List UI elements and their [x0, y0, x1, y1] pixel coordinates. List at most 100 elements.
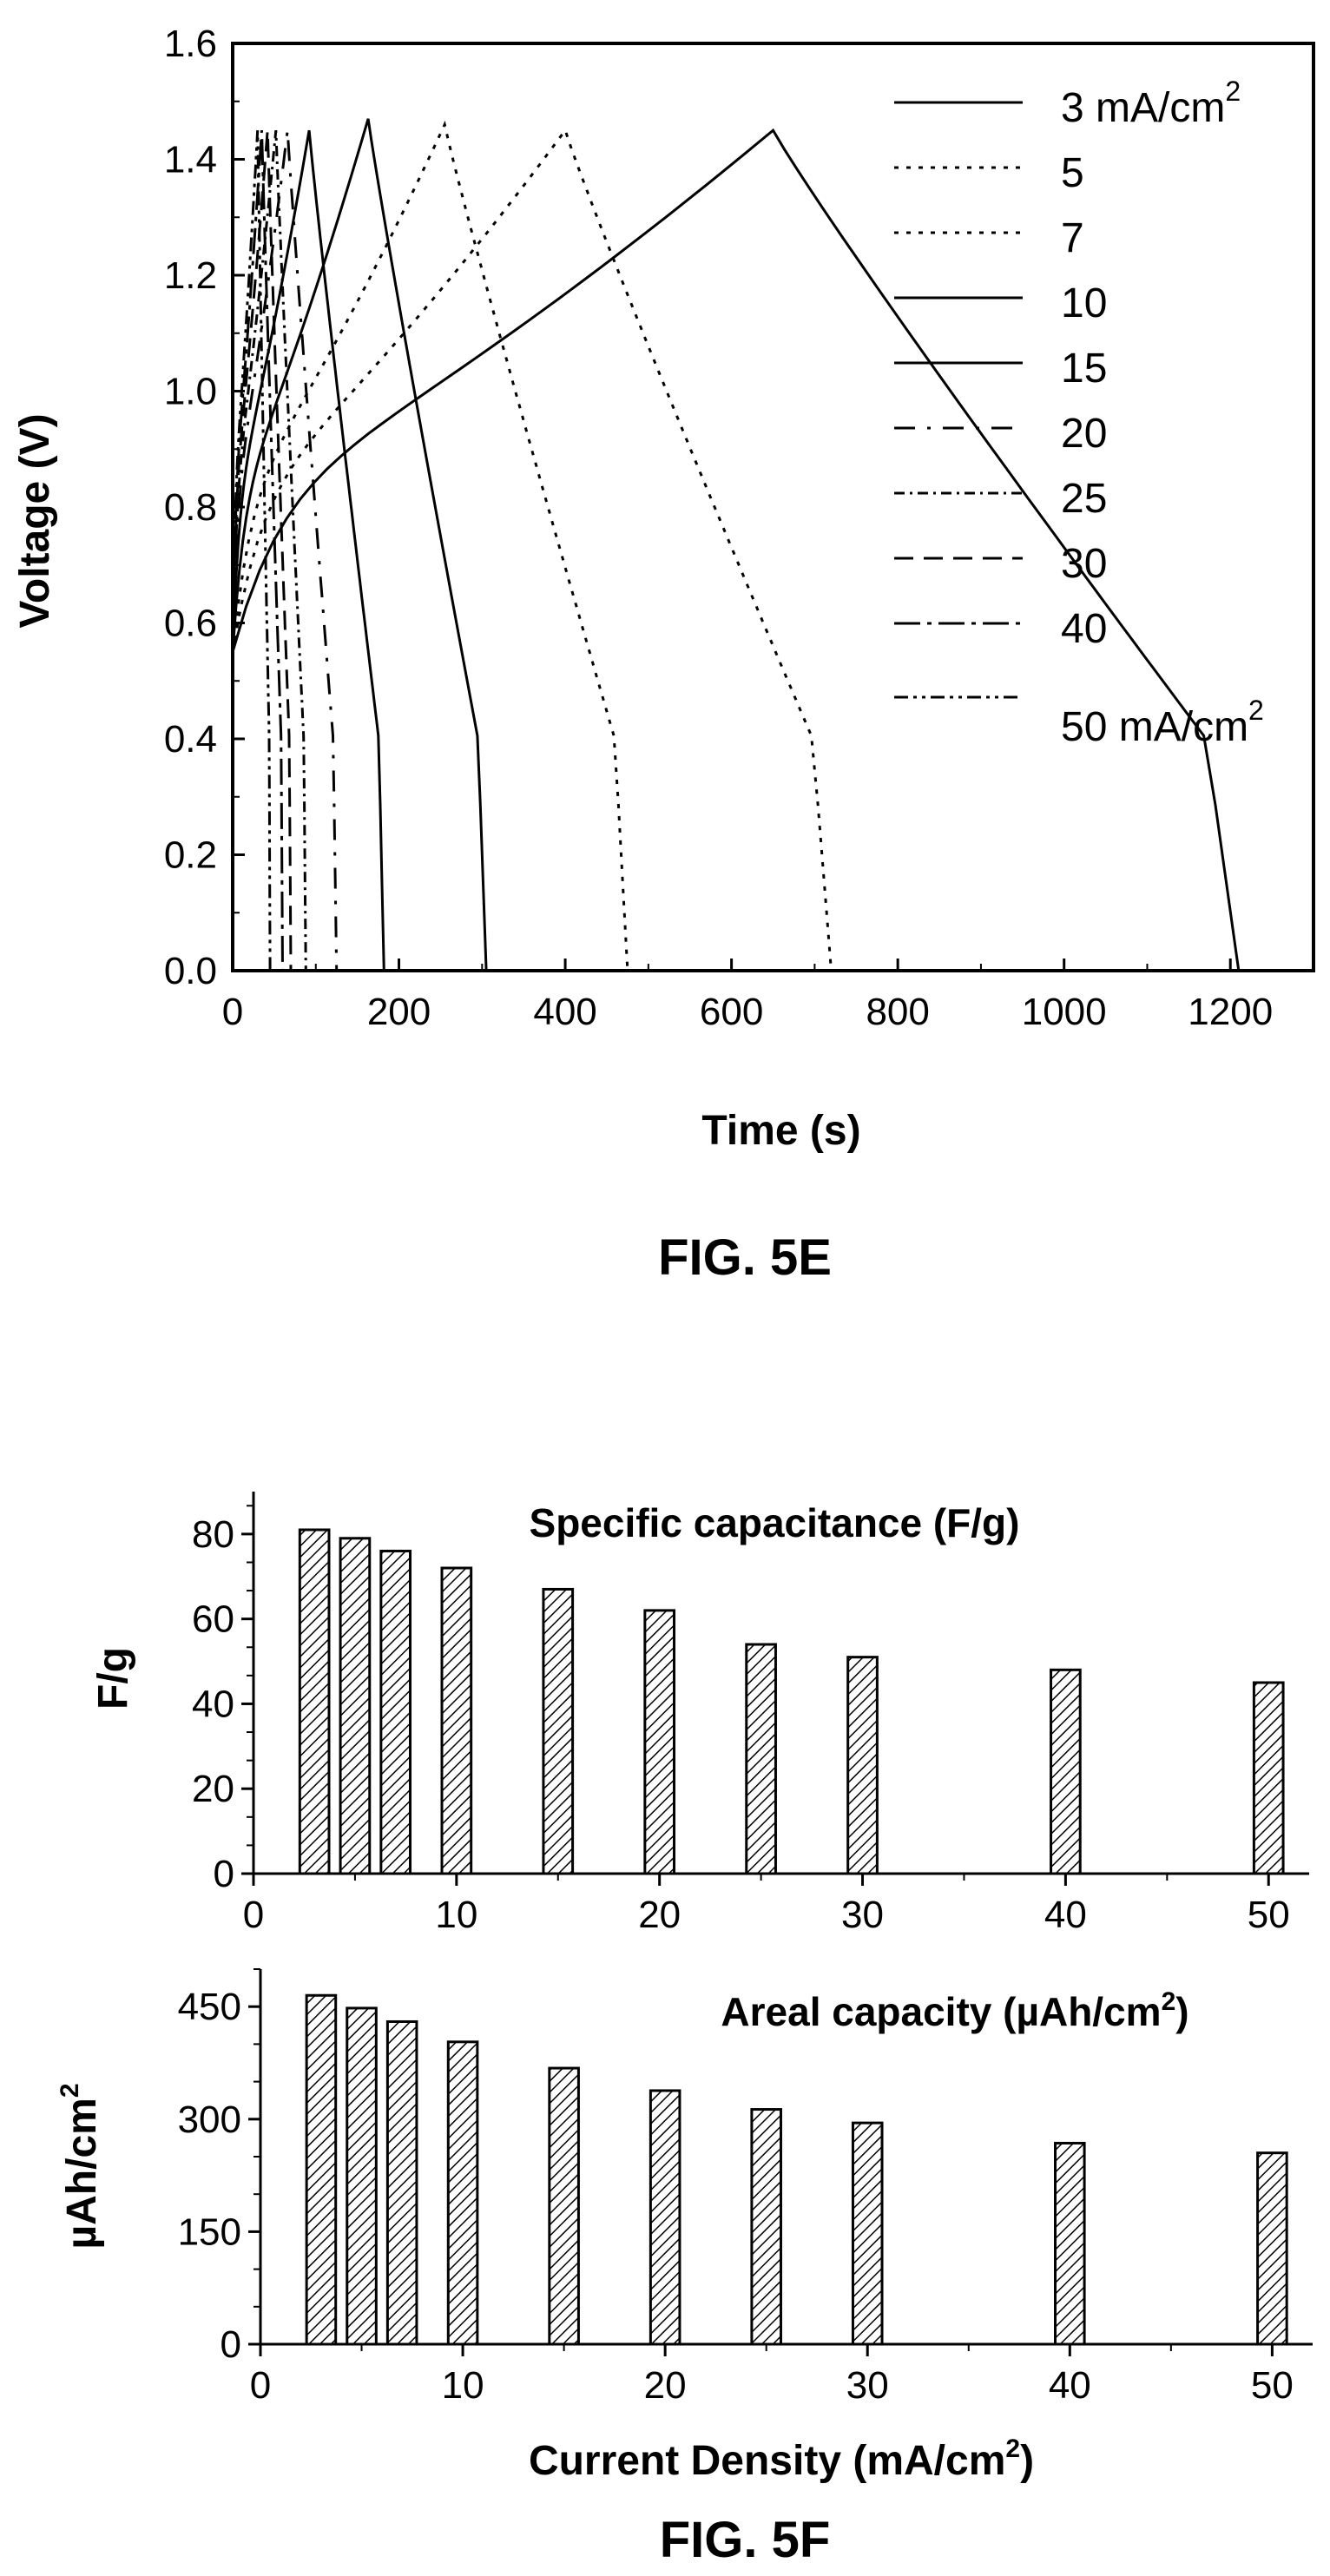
fig5e-legend-label: 30	[1061, 541, 1107, 587]
fig5f-top-bar	[440, 1566, 473, 1875]
fig5f-top-y-axis-title: F/g	[90, 1647, 136, 1710]
fig5f-top-bar	[846, 1656, 879, 1875]
fig5f-top-x-tick-label: 40	[1044, 1894, 1087, 1936]
fig5e-y-tick-label: 0.0	[164, 950, 217, 992]
fig5f-top-y-tick-label: 0	[214, 1853, 234, 1895]
fig5f-bottom-y-axis-title: µAh/cm2	[56, 2083, 105, 2249]
fig5f-bottom-title-main: Areal capacity (µAh/cm	[721, 1989, 1161, 2034]
fig5e-x-tick-label: 800	[866, 991, 929, 1033]
fig5e-legend-label-sup: 2	[1248, 695, 1264, 726]
fig5e-series-line	[231, 120, 629, 972]
fig5f-top-x-tick-label: 50	[1248, 1894, 1290, 1936]
fig5f-bottom-y-title-sup: 2	[56, 2083, 84, 2098]
fig5f-bottom-bar	[548, 2066, 580, 2346]
fig5f-bottom-bar	[649, 2089, 681, 2346]
fig5f-bottom-bar	[305, 1993, 338, 2346]
fig5f-caption: FIG. 5F	[660, 2512, 831, 2568]
fig5e-legend-label-text: 3 mA/cm	[1061, 85, 1225, 131]
fig5f-bottom-y-tick-label: 0	[221, 2323, 241, 2366]
fig5f-top-y-tick-label: 80	[192, 1513, 234, 1556]
fig5f-top-x-tick-label: 30	[841, 1894, 884, 1936]
fig5f-bottom-y-title-main: µAh/cm	[59, 2098, 105, 2249]
fig5f-x-title-sup: 2	[1005, 2434, 1020, 2463]
fig5f-top-y-tick-label: 20	[192, 1768, 234, 1810]
fig5e-y-tick-label: 1.4	[164, 139, 217, 181]
fig5e-legend-label-text: 10	[1061, 280, 1107, 326]
fig5e-legend-label-text: 40	[1061, 606, 1107, 652]
fig5e-y-tick-label: 0.4	[164, 718, 217, 761]
fig5e-x-tick-label: 400	[533, 991, 596, 1033]
fig5f-top-bar	[339, 1537, 372, 1875]
fig5f-top-bar	[643, 1609, 676, 1875]
fig5e-series-line	[231, 118, 488, 972]
fig5f-top-bar	[542, 1587, 575, 1875]
fig5e-legend-label-sup: 2	[1225, 76, 1241, 107]
fig5e-legend-label: 10	[1061, 280, 1107, 326]
fig5f-top-x-tick-label: 0	[243, 1894, 264, 1936]
fig5e-y-tick-label: 0.8	[164, 486, 217, 529]
fig5f-bottom-bar	[385, 2019, 418, 2346]
fig5f-bottom-x-tick-label: 10	[442, 2364, 484, 2407]
fig5f-top-bar	[379, 1549, 412, 1875]
fig5e-y-tick-label: 1.6	[164, 23, 217, 65]
fig5f-bottom-x-tick-label: 0	[250, 2364, 271, 2407]
fig5e-legend-label: 5	[1061, 150, 1084, 196]
fig5e-legend-label: 25	[1061, 476, 1107, 522]
fig5f-x-title-main: Current Density (mA/cm	[529, 2438, 1005, 2484]
fig5e-series-line	[231, 128, 1241, 972]
fig5f-bottom-bar	[1256, 2151, 1288, 2346]
fig5e-legend-label-text: 5	[1061, 150, 1084, 196]
fig5f-top-x-tick-label: 10	[435, 1894, 477, 1936]
fig5e-y-tick-label: 1.0	[164, 371, 217, 413]
fig5f-top-x-tick-label: 20	[638, 1894, 681, 1936]
fig5e-series-line	[231, 129, 293, 972]
fig5e-y-tick-label: 0.2	[164, 834, 217, 877]
fig5f-bottom-y-tick-label: 150	[178, 2210, 241, 2253]
fig5e-legend-label-text: 20	[1061, 411, 1107, 457]
fig5f-x-title-end: )	[1020, 2438, 1034, 2484]
fig5e-y-axis-title: Voltage (V)	[12, 413, 58, 628]
fig5f-bottom-x-tick-label: 50	[1251, 2364, 1294, 2407]
fig5e-x-tick-label: 600	[700, 991, 763, 1033]
fig5e-legend-label: 7	[1061, 215, 1084, 261]
fig5f-bottom-title-end: )	[1175, 1989, 1188, 2034]
fig5f-areal-capacity-chart: 0 10 20 30 40 50 0 150 300 450 Areal capacity (µA…	[56, 1968, 1313, 2484]
fig5e-legend-label: 40	[1061, 606, 1107, 652]
fig5e-x-tick-label: 1200	[1188, 991, 1273, 1033]
fig5e-series-line	[231, 130, 272, 972]
fig5f-bottom-title: Areal capacity (µAh/cm2)	[721, 1987, 1188, 2034]
fig5e-line-chart: 0 200 400 600 800 1000 1200 0.0 0.2 0.4 0.6 0.8 1.0 1…	[12, 23, 1315, 1154]
fig5f-top-bar	[745, 1643, 777, 1875]
fig5f-x-axis-title: Current Density (mA/cm2)	[529, 2434, 1034, 2484]
fig5e-legend-label: 3 mA/cm2	[1061, 76, 1241, 131]
fig5f-top-bar	[1252, 1681, 1285, 1875]
fig5e-legend-label: 15	[1061, 346, 1107, 392]
fig5f-bottom-bar	[346, 2006, 378, 2346]
fig5e-legend-label-text: 15	[1061, 346, 1107, 392]
fig5e-caption: FIG. 5E	[658, 1229, 832, 1286]
fig5e-plot-frame	[231, 42, 1315, 972]
fig5e-series-line	[231, 129, 339, 972]
fig5f-bottom-title-sup: 2	[1162, 1987, 1176, 2016]
fig5f-bottom-x-tick-label: 20	[644, 2364, 687, 2407]
fig5e-legend-label-text: 30	[1061, 541, 1107, 587]
fig5f-bottom-bar	[446, 2040, 479, 2346]
fig5f-top-y-tick-label: 60	[192, 1598, 234, 1641]
fig5e-series-line	[231, 129, 385, 972]
fig5f-top-y-tick-label: 40	[192, 1683, 234, 1725]
fig5e-x-tick-label: 0	[222, 991, 243, 1033]
fig5e-series-line	[231, 127, 833, 972]
fig5e-series-line	[231, 130, 284, 972]
fig5e-x-tick-label: 200	[367, 991, 431, 1033]
fig5e-x-tick-label: 1000	[1022, 991, 1107, 1033]
fig5f-bottom-x-tick-label: 30	[846, 2364, 889, 2407]
fig5e-legend-label: 50 mA/cm2	[1061, 695, 1264, 750]
fig5f-bottom-bar	[1054, 2141, 1086, 2346]
fig5f-top-title: Specific capacitance (F/g)	[530, 1500, 1020, 1545]
fig5f-top-bar	[1050, 1668, 1082, 1875]
fig5e-legend-label-text: 7	[1061, 215, 1084, 261]
fig5e-legend-label-text: 25	[1061, 476, 1107, 522]
fig5f-bottom-bar	[750, 2108, 782, 2346]
fig5e-legend-label: 20	[1061, 411, 1107, 457]
fig5e-y-tick-label: 1.2	[164, 254, 217, 297]
